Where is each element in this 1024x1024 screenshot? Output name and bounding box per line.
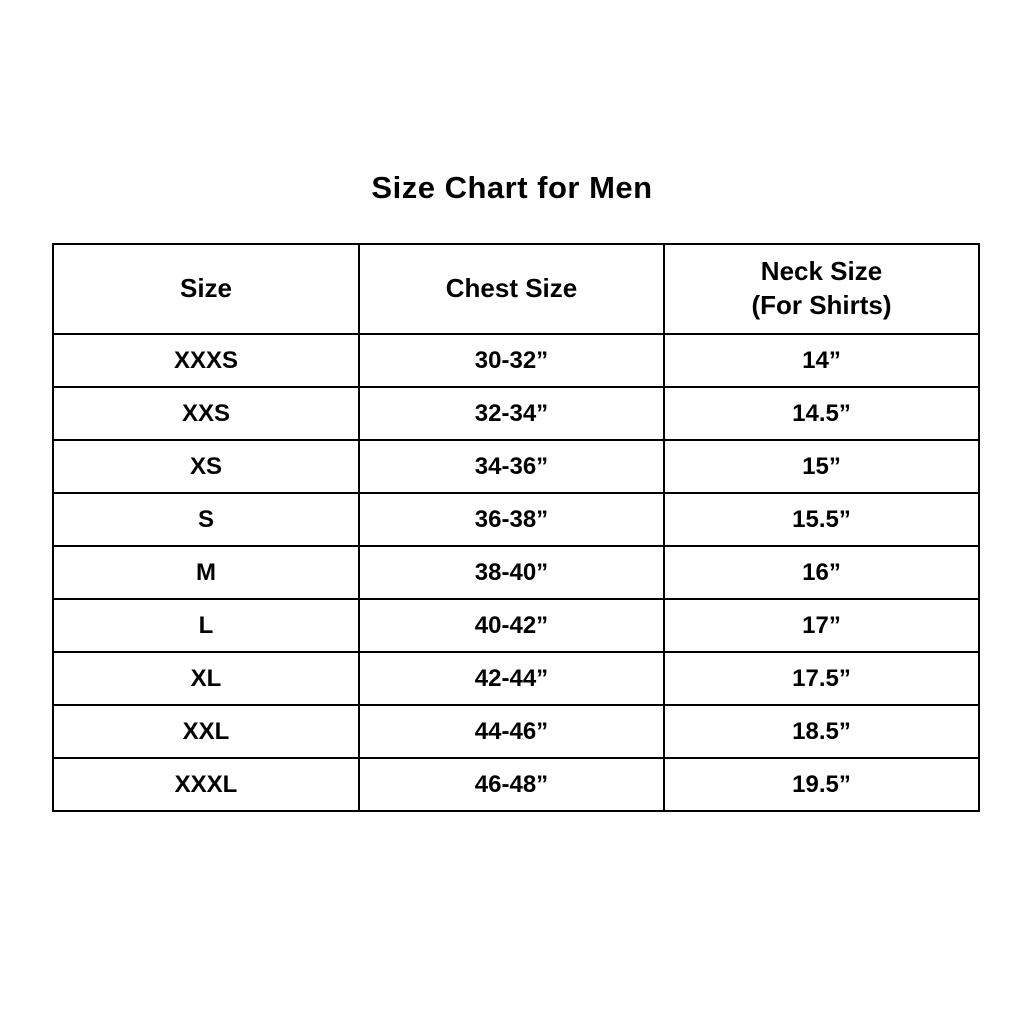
- table-row: M 38-40” 16”: [52, 545, 980, 600]
- table-row: L 40-42” 17”: [52, 598, 980, 653]
- size-cell: L: [52, 598, 360, 653]
- chest-size-cell: 30-32”: [358, 333, 665, 388]
- chest-size-cell: 36-38”: [358, 492, 665, 547]
- column-header-neck-size: Neck Size (For Shirts): [663, 243, 980, 335]
- header-row: Size Chest Size Neck Size (For Shirts): [52, 243, 980, 335]
- neck-size-cell: 19.5”: [663, 757, 980, 812]
- chest-size-cell: 38-40”: [358, 545, 665, 600]
- column-header-chest-size: Chest Size: [358, 243, 665, 335]
- neck-size-cell: 16”: [663, 545, 980, 600]
- chest-size-cell: 42-44”: [358, 651, 665, 706]
- table-row: XXXL 46-48” 19.5”: [52, 757, 980, 812]
- size-cell: XS: [52, 439, 360, 494]
- size-cell: XXXL: [52, 757, 360, 812]
- table-row: S 36-38” 15.5”: [52, 492, 980, 547]
- table-row: XXS 32-34” 14.5”: [52, 386, 980, 441]
- neck-size-cell: 15”: [663, 439, 980, 494]
- size-chart-table: Size Chest Size Neck Size (For Shirts) X…: [52, 243, 980, 812]
- table-row: XL 42-44” 17.5”: [52, 651, 980, 706]
- neck-size-cell: 17.5”: [663, 651, 980, 706]
- column-header-neck-size-line1: Neck Size: [760, 256, 883, 287]
- page-title: Size Chart for Men: [371, 170, 653, 205]
- chest-size-cell: 44-46”: [358, 704, 665, 759]
- size-cell: S: [52, 492, 360, 547]
- table-row: XS 34-36” 15”: [52, 439, 980, 494]
- size-cell: XXXS: [52, 333, 360, 388]
- size-cell: XXS: [52, 386, 360, 441]
- table-body: XXXS 30-32” 14” XXS 32-34” 14.5” XS 34-3…: [52, 333, 980, 812]
- table-header: Size Chest Size Neck Size (For Shirts): [52, 243, 980, 335]
- neck-size-cell: 14”: [663, 333, 980, 388]
- column-header-neck-size-line2: (For Shirts): [751, 290, 892, 320]
- column-header-size: Size: [52, 243, 360, 335]
- neck-size-cell: 15.5”: [663, 492, 980, 547]
- chest-size-cell: 34-36”: [358, 439, 665, 494]
- table-row: XXL 44-46” 18.5”: [52, 704, 980, 759]
- chest-size-cell: 32-34”: [358, 386, 665, 441]
- size-cell: XL: [52, 651, 360, 706]
- neck-size-cell: 18.5”: [663, 704, 980, 759]
- table-row: XXXS 30-32” 14”: [52, 333, 980, 388]
- neck-size-cell: 17”: [663, 598, 980, 653]
- size-cell: XXL: [52, 704, 360, 759]
- chest-size-cell: 40-42”: [358, 598, 665, 653]
- neck-size-cell: 14.5”: [663, 386, 980, 441]
- chest-size-cell: 46-48”: [358, 757, 665, 812]
- size-cell: M: [52, 545, 360, 600]
